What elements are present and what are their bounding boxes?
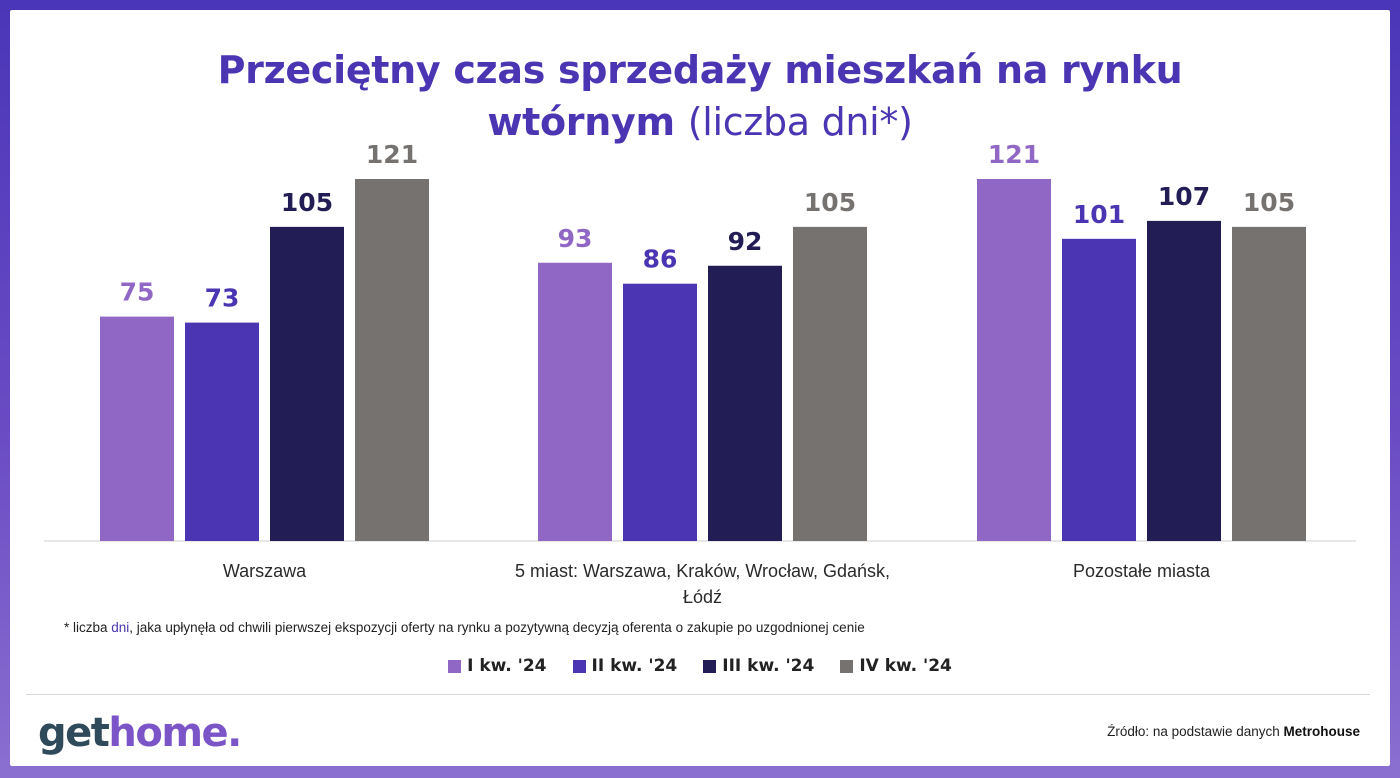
bar-2-1: [538, 262, 612, 541]
chart-legend: I kw. '24 II kw. '24 III kw. '24 IV kw. '24: [10, 656, 1390, 676]
legend-swatch-1: [448, 659, 462, 673]
legend-item-3: III kw. '24: [703, 656, 814, 676]
source-note: Źródło: na podstawie danych Metrohouse: [1107, 724, 1360, 739]
bar-1-4: [355, 179, 429, 541]
data-label-2-4: 105: [804, 188, 856, 217]
category-label-2-line1: 5 miast: Warszawa, Kraków, Wrocław, Gdań…: [515, 561, 890, 581]
chart-title-line1: Przeciętny czas sprzedaży mieszkań na ry…: [217, 48, 1183, 92]
source-brand: Metrohouse: [1283, 724, 1360, 739]
bar-3-2: [1062, 238, 1136, 541]
data-label-3-4: 105: [1243, 188, 1295, 217]
chart-title-light: (liczba dni*): [687, 100, 913, 144]
data-label-2-2: 86: [643, 245, 678, 274]
data-label-1-3: 105: [281, 188, 333, 217]
chart-card: Przeciętny czas sprzedaży mieszkań na ry…: [10, 10, 1390, 766]
category-label-3: Pozostałe miasta: [1073, 561, 1211, 581]
bar-1-1: [100, 316, 174, 541]
bar-3-4: [1232, 226, 1306, 541]
chart-title-bold: wtórnym: [487, 100, 675, 144]
bar-chart: 75 73 105 121 Warszawa 93 86 92 105 5 miast: Wars…: [44, 140, 1356, 607]
bar-1-2: [185, 322, 259, 541]
bar-1-3: [270, 226, 344, 541]
chart-title: Przeciętny czas sprzedaży mieszkań na ry…: [10, 44, 1390, 148]
data-label-2-3: 92: [728, 227, 763, 256]
gethome-logo: gethome.: [38, 710, 242, 756]
legend-item-4: IV kw. '24: [840, 656, 952, 676]
data-label-2-1: 93: [558, 224, 593, 253]
category-label-1: Warszawa: [223, 561, 307, 581]
data-label-3-2: 101: [1073, 200, 1125, 229]
legend-swatch-2: [572, 659, 586, 673]
footnote-before: * liczba: [64, 620, 112, 635]
legend-swatch-4: [840, 659, 854, 673]
footnote-after: , jaka upłynęła od chwili pierwszej eksp…: [129, 620, 865, 635]
legend-item-1: I kw. '24: [448, 656, 547, 676]
data-label-3-1: 121: [988, 140, 1040, 169]
data-label-1-1: 75: [120, 278, 155, 307]
footnote-highlight: dni: [111, 620, 130, 635]
data-label-3-3: 107: [1158, 182, 1210, 211]
source-prefix: Źródło: na podstawie danych: [1107, 724, 1284, 739]
bar-2-2: [623, 283, 697, 541]
footnote: * liczba dni, jaka upłynęła od chwili pi…: [64, 620, 865, 635]
legend-item-2: II kw. '24: [572, 656, 678, 676]
logo-part1: get: [38, 710, 110, 756]
bar-3-1: [977, 179, 1051, 541]
logo-part2: home.: [108, 710, 242, 756]
divider: [26, 694, 1370, 695]
bar-2-4: [793, 226, 867, 541]
legend-label-2: II kw. '24: [591, 656, 678, 676]
legend-label-3: III kw. '24: [722, 656, 815, 676]
bar-3-3: [1147, 220, 1221, 542]
chart-title-line2: wtórnym (liczba dni*): [10, 96, 1390, 148]
bar-2-3: [708, 265, 782, 541]
legend-label-4: IV kw. '24: [859, 656, 952, 676]
data-label-1-4: 121: [366, 140, 418, 169]
data-label-1-2: 73: [205, 284, 240, 313]
legend-label-1: I kw. '24: [467, 656, 547, 676]
category-label-2-line2: Łódź: [683, 587, 722, 607]
legend-swatch-3: [703, 659, 717, 673]
